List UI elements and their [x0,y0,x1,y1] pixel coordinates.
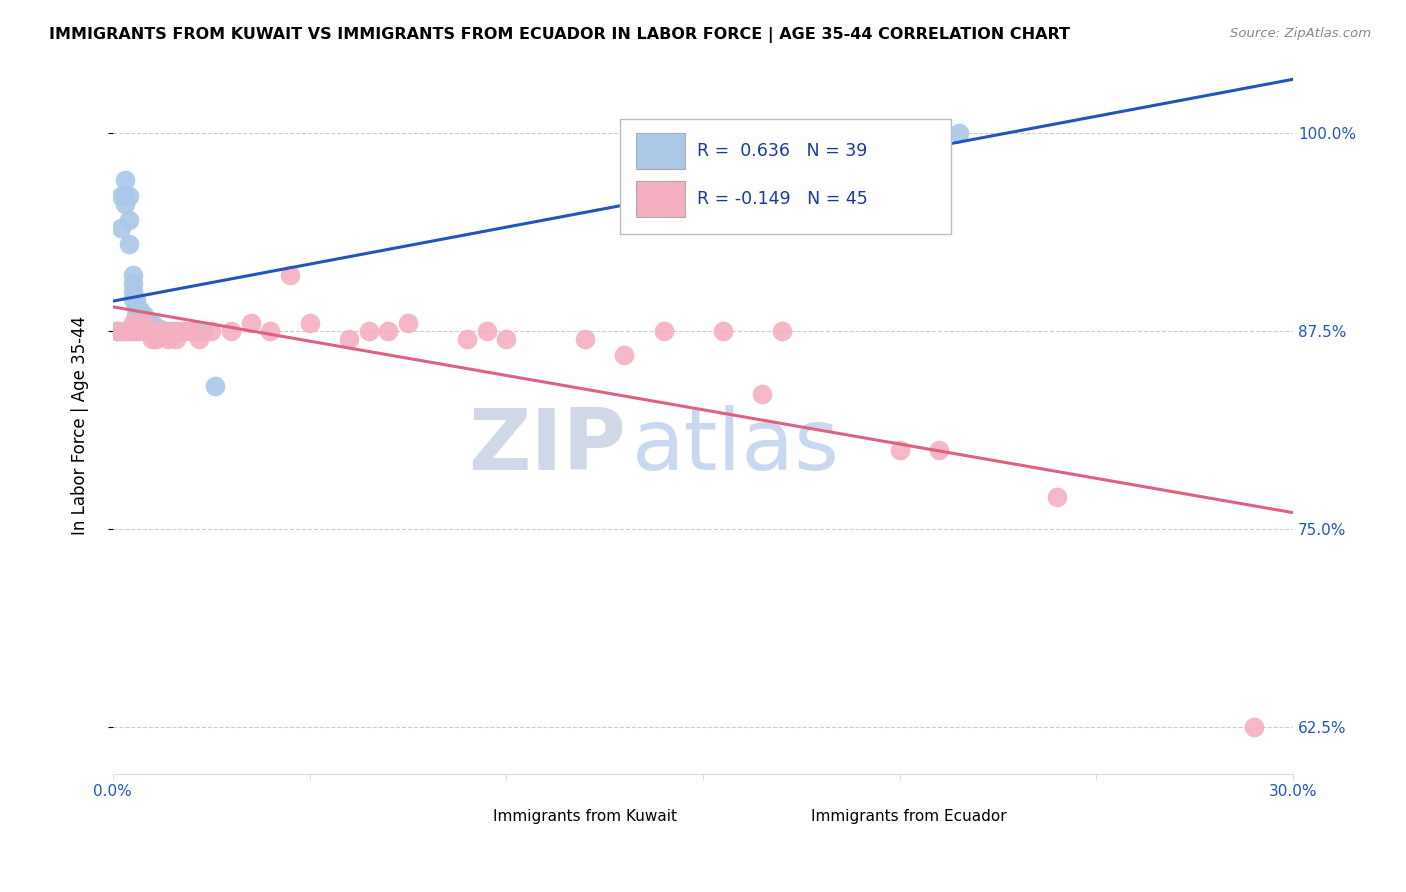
Point [278,268,301,283]
Point [711,324,734,338]
Point [1243,720,1265,734]
Text: Source: ZipAtlas.com: Source: ZipAtlas.com [1230,27,1371,40]
FancyBboxPatch shape [636,133,685,169]
Point [495,332,517,346]
Point [121,316,143,330]
Point [357,324,380,338]
Point [105,324,128,338]
Point [134,312,156,326]
Point [298,316,321,330]
Point [129,324,152,338]
Point [156,324,179,338]
Point [173,324,195,338]
Point [141,316,163,330]
Point [141,318,163,333]
Point [129,318,152,333]
Point [239,316,262,330]
Point [456,332,478,346]
Point [200,324,222,338]
Point [149,322,172,336]
Point [160,324,183,338]
Point [396,316,419,330]
Point [117,213,139,227]
Point [219,324,242,338]
Point [125,316,148,330]
Point [153,324,176,338]
Point [125,292,148,306]
Text: R =  0.636   N = 39: R = 0.636 N = 39 [697,143,868,161]
Point [110,189,132,203]
Point [770,324,793,338]
Point [180,324,202,338]
Point [136,324,159,338]
Point [652,324,675,338]
Point [121,268,143,283]
Point [141,324,163,338]
Point [117,236,139,251]
Point [125,324,148,338]
Point [889,442,911,457]
Point [153,324,176,338]
Point [129,303,152,318]
Text: atlas: atlas [633,405,841,488]
Point [165,332,187,346]
FancyBboxPatch shape [447,807,486,826]
Point [574,332,596,346]
Point [110,220,132,235]
Point [141,324,163,338]
Point [121,292,143,306]
Point [204,379,226,393]
Point [948,126,970,140]
Point [145,320,167,334]
Point [1046,490,1069,504]
Y-axis label: In Labor Force | Age 35-44: In Labor Force | Age 35-44 [72,316,89,535]
Point [165,324,187,338]
Point [114,324,136,338]
Point [751,387,773,401]
Point [337,332,360,346]
Point [156,332,179,346]
FancyBboxPatch shape [620,120,950,235]
Point [672,142,695,156]
Text: IMMIGRANTS FROM KUWAIT VS IMMIGRANTS FROM ECUADOR IN LABOR FORCE | AGE 35-44 COR: IMMIGRANTS FROM KUWAIT VS IMMIGRANTS FRO… [49,27,1070,43]
FancyBboxPatch shape [765,807,806,826]
Point [169,324,191,338]
Point [114,197,136,211]
Point [136,320,159,334]
Point [121,284,143,298]
Point [125,300,148,314]
Point [134,316,156,330]
Point [121,277,143,291]
Point [475,324,498,338]
Point [136,316,159,330]
Point [141,332,163,346]
Point [117,189,139,203]
FancyBboxPatch shape [636,180,685,217]
Point [121,324,143,338]
Point [129,312,152,326]
Point [134,308,156,322]
Point [110,324,132,338]
Text: Immigrants from Ecuador: Immigrants from Ecuador [811,809,1007,824]
Point [117,324,139,338]
Point [125,308,148,322]
Point [377,324,399,338]
Point [145,332,167,346]
Point [180,324,202,338]
Point [928,442,950,457]
Point [114,173,136,187]
Point [149,324,172,338]
Point [105,324,128,338]
Point [173,324,195,338]
Text: R = -0.149   N = 45: R = -0.149 N = 45 [697,190,868,208]
Point [259,324,281,338]
Point [114,189,136,203]
Text: ZIP: ZIP [468,405,626,488]
Point [193,324,215,338]
Point [188,332,211,346]
Point [134,318,156,333]
Point [613,347,636,361]
Text: Immigrants from Kuwait: Immigrants from Kuwait [494,809,676,824]
